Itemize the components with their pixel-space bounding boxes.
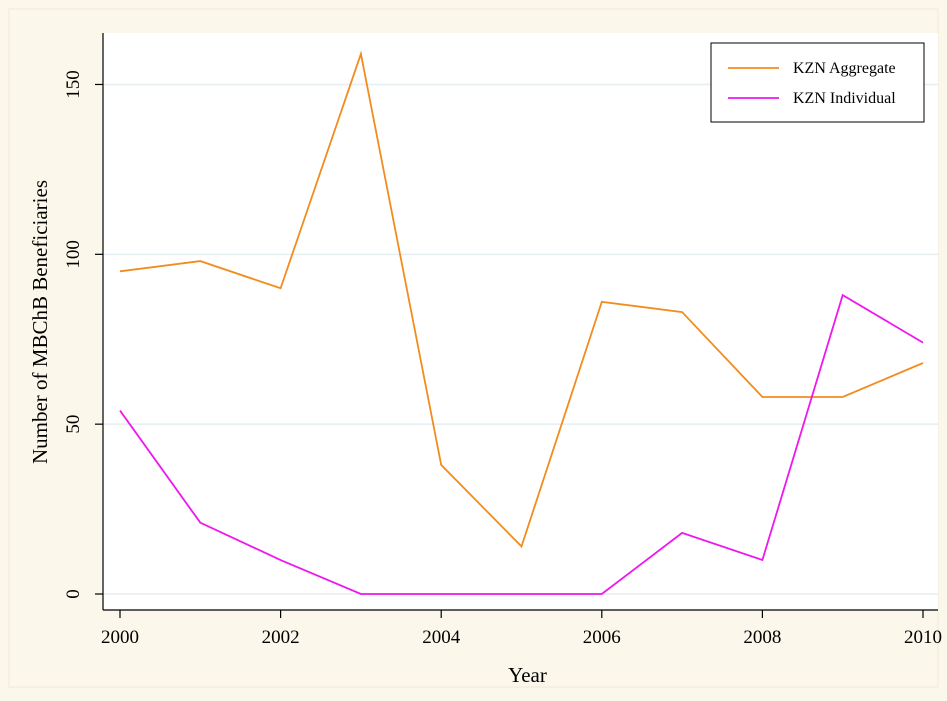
x-tick-label: 2010	[904, 627, 942, 648]
x-axis-title: Year	[508, 663, 547, 687]
x-tick-label: 2000	[101, 627, 139, 648]
y-tick-label: 0	[63, 589, 84, 599]
axes: 0 50 100 150 2000 2002 2004 2006 2008 2010	[63, 33, 942, 648]
legend: KZN Aggregate KZN Individual	[710, 42, 925, 123]
series-line-kzn-aggregate	[119, 50, 924, 549]
y-tick-label: 150	[63, 70, 84, 99]
legend-label: KZN Aggregate	[793, 60, 896, 77]
series-lines	[119, 50, 924, 595]
y-tick-label: 50	[63, 415, 84, 434]
series-line-kzn-individual	[119, 293, 924, 595]
y-axis-title: Number of MBChB Beneficiaries	[28, 180, 52, 464]
x-tick-label: 2006	[583, 627, 621, 648]
plot-area	[103, 33, 938, 610]
x-tick-label: 2008	[743, 627, 781, 648]
legend-box	[710, 42, 925, 123]
legend-label: KZN Individual	[793, 90, 896, 107]
y-tick-label: 100	[63, 240, 84, 269]
x-tick-label: 2002	[262, 627, 300, 648]
x-tick-label: 2004	[422, 627, 461, 648]
